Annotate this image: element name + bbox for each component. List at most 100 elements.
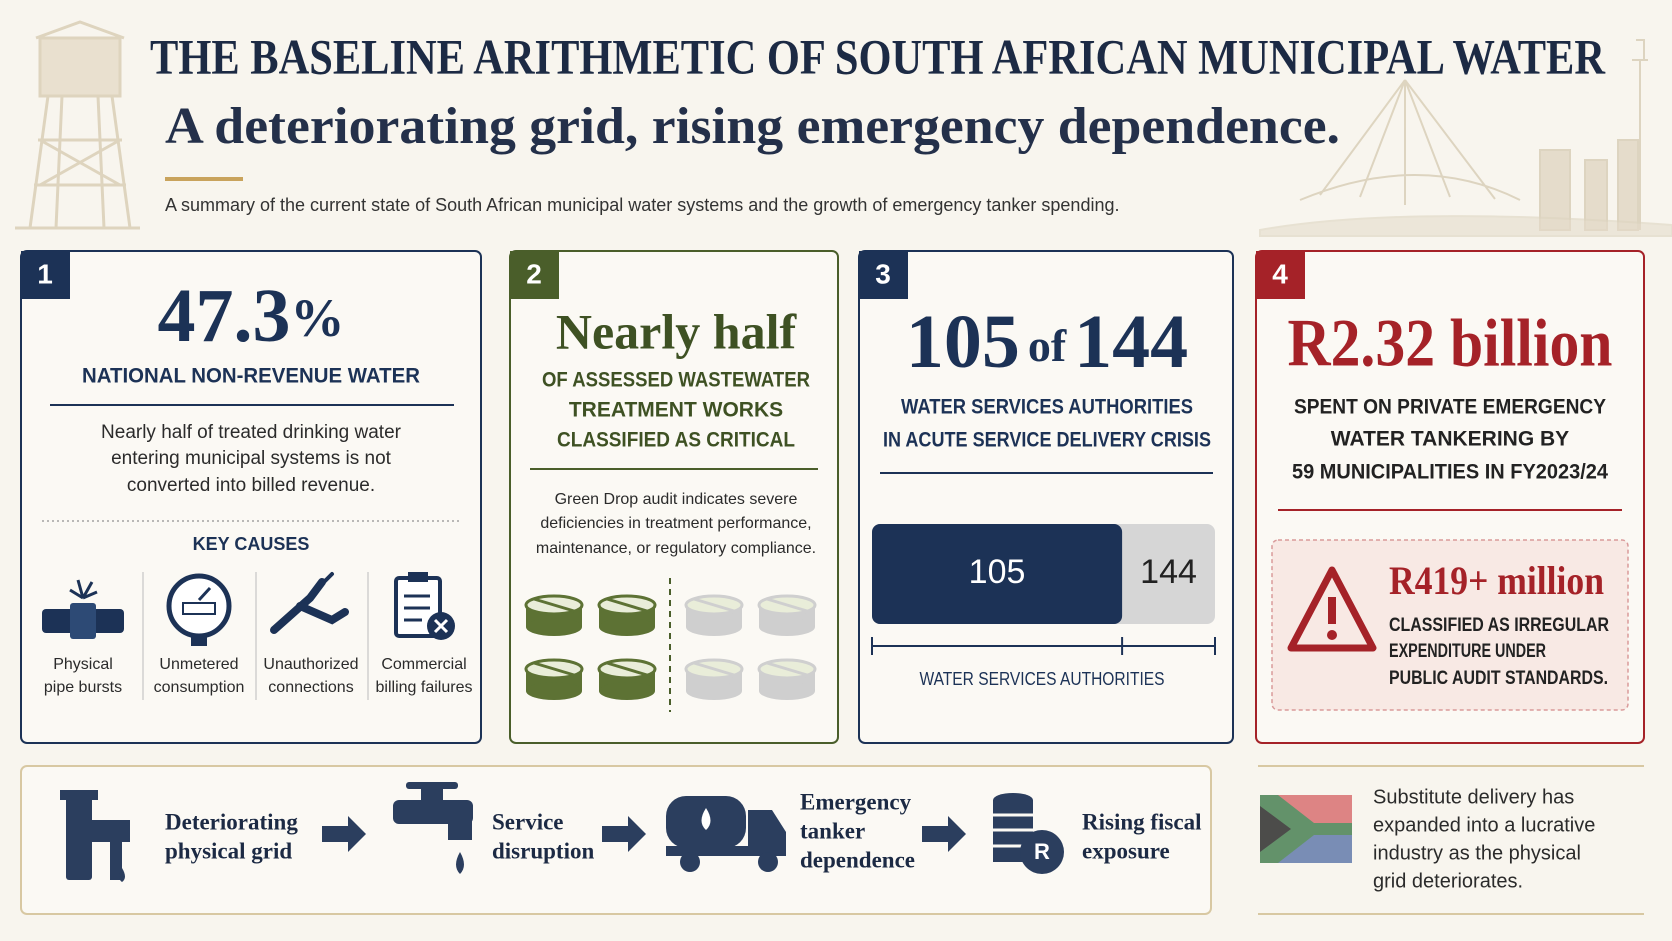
panel-1-part <box>21 251 70 299</box>
faucet-icon-part <box>448 810 472 840</box>
flow-label: exposure <box>1082 838 1170 863</box>
tank-base <box>686 618 742 636</box>
pipe-icon-part <box>119 868 125 882</box>
note-text: expanded into a lucrative <box>1373 814 1595 836</box>
pipe-icon-part <box>110 820 122 880</box>
tank-base <box>759 618 815 636</box>
tanker-icon-part <box>701 808 711 830</box>
flow-arrows-part <box>602 816 646 852</box>
heading: NATIONAL NON-REVENUE WATER <box>82 365 420 388</box>
stat-total: 144 <box>1074 300 1188 384</box>
pliers-icon <box>270 572 349 634</box>
causes-title: KEY CAUSES <box>193 534 310 554</box>
tank-base <box>686 682 742 700</box>
panel-4-part <box>1256 251 1305 299</box>
heading: SPENT ON PRIVATE EMERGENCY <box>1294 396 1606 419</box>
axis-label: WATER SERVICES AUTHORITIES <box>920 669 1165 689</box>
panel-number: 4 <box>1272 258 1288 289</box>
panel-number: 2 <box>526 258 542 289</box>
note-text: Substitute delivery has <box>1373 786 1574 808</box>
cause-label: consumption <box>154 679 245 696</box>
subtitle: A deteriorating grid, rising emergency d… <box>165 98 1340 155</box>
cause-label: Unmetered <box>159 656 238 673</box>
tank-bridge <box>693 597 735 613</box>
warning-icon-part <box>1287 566 1377 652</box>
warning-icon-part <box>1328 597 1336 624</box>
stat-unit: % <box>291 288 345 348</box>
pipe-burst-icon-part <box>70 603 96 639</box>
description: deficiencies in treatment performance, <box>540 515 811 532</box>
stat-count: 105 <box>906 300 1020 384</box>
tanker-icon <box>666 796 786 872</box>
skyline-art-part <box>1584 159 1608 231</box>
tank-base <box>526 682 582 700</box>
note-text: grid deteriorates. <box>1373 870 1523 892</box>
treatment-tank <box>597 658 657 700</box>
skyline-art <box>1259 39 1672 237</box>
note-text: industry as the physical <box>1373 842 1581 864</box>
cause-label: Physical <box>53 656 113 673</box>
tank-bridge <box>606 661 648 677</box>
coins-icon-part: R <box>1034 839 1050 864</box>
cause-label: Unauthorized <box>263 656 358 673</box>
tank-base <box>526 618 582 636</box>
stat: 47.3% <box>158 274 345 358</box>
tanker-icon-part <box>758 852 778 872</box>
pliers-icon-part <box>270 578 326 634</box>
alert-text: PUBLIC AUDIT STANDARDS. <box>1389 668 1608 689</box>
pipe-icon-part <box>66 790 92 880</box>
treatment-tank <box>757 658 817 700</box>
tanker-icon-part <box>680 852 700 872</box>
clipboard-icon-part <box>408 572 428 582</box>
panel-2-part <box>509 250 839 744</box>
title: THE BASELINE ARITHMETIC OF SOUTH AFRICAN… <box>150 28 1606 84</box>
alert-stat: R419+ million <box>1389 558 1604 603</box>
treatment-works-icons <box>524 594 817 700</box>
panel-3-part <box>859 251 908 299</box>
tank-bridge <box>693 661 735 677</box>
pipe-icon-part <box>60 790 98 800</box>
heading: TREATMENT WORKS <box>569 399 783 422</box>
treatment-tank <box>757 594 817 636</box>
tank-bridge <box>766 597 808 613</box>
faucet-icon-part <box>406 782 458 789</box>
panel-2: 2 Nearly half OF ASSESSED WASTEWATER TRE… <box>509 250 839 744</box>
description: Green Drop audit indicates severe <box>555 491 798 508</box>
cause-label: connections <box>268 679 353 696</box>
panel-1-part <box>20 250 482 744</box>
note: Substitute delivery has expanded into a … <box>1258 765 1644 915</box>
flow-arrows <box>322 816 966 852</box>
water-tower-art-part <box>35 20 125 40</box>
heading: WATER SERVICES AUTHORITIES <box>901 396 1193 419</box>
pipe-burst-icon-part <box>69 579 98 600</box>
skyline-art-part <box>1632 39 1648 230</box>
treatment-tank <box>524 658 584 700</box>
water-tower-art-part <box>28 95 132 229</box>
water-tower-art-part <box>38 36 122 98</box>
bar-count-label: 105 <box>969 553 1026 591</box>
warning-icon-part <box>1327 630 1337 640</box>
panel-4: 4 R2.32 billion SPENT ON PRIVATE EMERGEN… <box>1255 250 1645 744</box>
heading: 59 MUNICIPALITIES IN FY2023/24 <box>1292 461 1608 484</box>
skyline-art-part <box>1617 139 1639 231</box>
meter-icon-part <box>197 586 212 602</box>
tank-bridge <box>766 661 808 677</box>
treatment-tank <box>597 594 657 636</box>
description: maintenance, or regulatory compliance. <box>536 540 816 557</box>
pliers-icon-part <box>318 572 334 588</box>
warning-icon <box>1287 566 1377 652</box>
tanker-icon-part <box>666 846 786 856</box>
tank-base <box>599 682 655 700</box>
sa-flag <box>1260 795 1352 863</box>
heading: IN ACUTE SERVICE DELIVERY CRISIS <box>883 429 1211 452</box>
water-tower-art <box>15 20 140 230</box>
tank-bridge <box>533 661 575 677</box>
description: converted into billed revenue. <box>127 475 375 496</box>
flow-label: tanker <box>800 818 865 843</box>
clipboard-icon-part <box>404 594 430 622</box>
accent-rule <box>165 177 243 181</box>
sa-flag-part <box>1260 806 1291 852</box>
